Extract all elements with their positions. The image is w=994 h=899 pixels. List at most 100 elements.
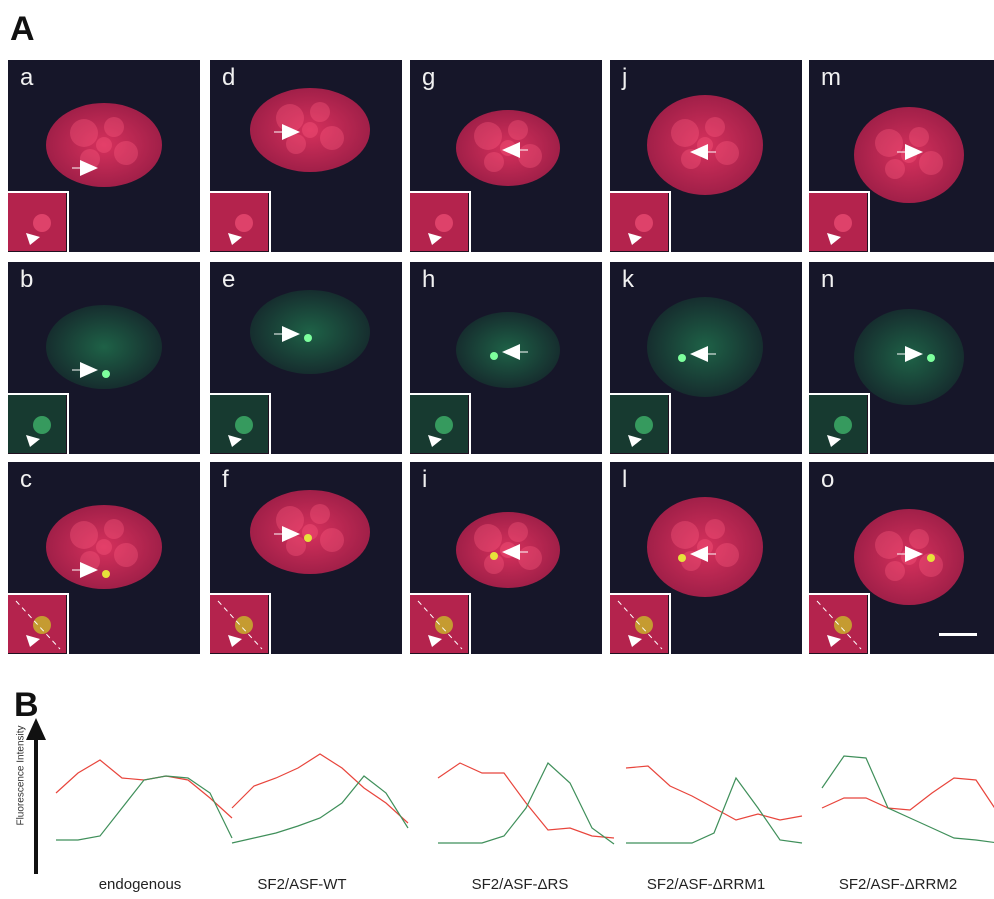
red-trace bbox=[55, 759, 233, 819]
micrograph-panel-h: h bbox=[410, 262, 602, 454]
panel-letter: i bbox=[422, 466, 428, 493]
micrograph-image bbox=[456, 312, 560, 388]
panel-letter: e bbox=[222, 266, 236, 293]
micrograph-panel-b: b bbox=[8, 262, 200, 454]
nucleus bbox=[250, 290, 370, 374]
panel-letter: a bbox=[20, 64, 34, 91]
pointer-arrow bbox=[80, 160, 98, 176]
pointer-arrow bbox=[690, 144, 708, 160]
nucleus bbox=[647, 497, 763, 597]
micrograph-image bbox=[854, 309, 964, 405]
panel-letter: k bbox=[622, 266, 634, 293]
green-trace bbox=[438, 762, 615, 845]
panel-letter: b bbox=[20, 266, 34, 293]
pointer-arrow bbox=[690, 546, 708, 562]
micrograph-panel-f: f bbox=[210, 462, 402, 654]
micrograph-image bbox=[46, 505, 162, 589]
micrograph-panel-m: m bbox=[809, 60, 994, 252]
micrograph-panel-j: j bbox=[610, 60, 802, 252]
micrograph-image bbox=[854, 509, 964, 605]
micrograph-image bbox=[456, 110, 560, 186]
nucleus bbox=[250, 88, 370, 172]
micrograph-panel-o: o bbox=[809, 462, 994, 654]
trace-caption: SF2/ASF-WT bbox=[257, 876, 347, 893]
micrograph-image bbox=[647, 297, 763, 397]
pointer-arrow bbox=[80, 562, 98, 578]
micrograph-panel-n: n bbox=[809, 262, 994, 454]
micrograph-image bbox=[46, 305, 162, 389]
panel-letter: g bbox=[422, 64, 436, 91]
panel-letter: f bbox=[222, 466, 229, 493]
nucleus bbox=[250, 490, 370, 574]
pointer-arrow bbox=[282, 124, 300, 140]
pointer-arrow bbox=[502, 142, 520, 158]
micrograph-image bbox=[647, 497, 763, 597]
panel-letter: c bbox=[20, 466, 32, 493]
micrograph-image bbox=[250, 290, 370, 374]
nucleus bbox=[46, 505, 162, 589]
micrograph-image bbox=[456, 512, 560, 588]
panel-letter: o bbox=[821, 466, 835, 493]
micrograph-grid: a d g j m b e h k n c f i l o bbox=[8, 60, 994, 656]
micrograph-image bbox=[647, 95, 763, 195]
panel-letter: d bbox=[222, 64, 236, 91]
micrograph-panel-g: g bbox=[410, 60, 602, 252]
micrograph-panel-e: e bbox=[210, 262, 402, 454]
red-trace bbox=[625, 765, 803, 821]
micrograph-panel-k: k bbox=[610, 262, 802, 454]
green-trace bbox=[821, 755, 994, 844]
scale-bar bbox=[939, 633, 977, 636]
micrograph-image bbox=[46, 103, 162, 187]
inset-zoom bbox=[410, 191, 471, 252]
panel-letter: n bbox=[821, 266, 835, 293]
inset-zoom bbox=[809, 191, 870, 252]
nucleus bbox=[647, 297, 763, 397]
green-trace bbox=[231, 775, 409, 844]
intensity-profiles bbox=[55, 753, 994, 845]
nucleus bbox=[647, 95, 763, 195]
green-trace bbox=[56, 775, 233, 841]
micrograph-image bbox=[250, 88, 370, 172]
micrograph-panel-c: c bbox=[8, 462, 200, 654]
inset-zoom bbox=[8, 593, 69, 654]
inset-zoom bbox=[210, 191, 271, 252]
pointer-arrow bbox=[80, 362, 98, 378]
nucleus bbox=[46, 103, 162, 187]
section-a-label: A bbox=[10, 10, 35, 48]
micrograph-panel-l: l bbox=[610, 462, 802, 654]
inset-zoom bbox=[410, 393, 471, 454]
inset-zoom bbox=[210, 393, 271, 454]
micrograph-panel-a: a bbox=[8, 60, 200, 252]
inset-zoom bbox=[809, 393, 870, 454]
pointer-arrow bbox=[502, 544, 520, 560]
panel-letter: j bbox=[622, 64, 628, 91]
panel-letter: m bbox=[821, 64, 841, 91]
inset-zoom bbox=[610, 191, 671, 252]
panel-letter: l bbox=[622, 466, 628, 493]
pointer-arrow bbox=[282, 526, 300, 542]
inset-zoom bbox=[8, 393, 69, 454]
inset-zoom bbox=[210, 593, 271, 654]
inset-zoom bbox=[809, 593, 870, 654]
red-trace bbox=[231, 753, 409, 824]
trace-caption: SF2/ASF-ΔRRM1 bbox=[646, 876, 766, 893]
red-trace bbox=[821, 777, 994, 811]
y-axis-arrow bbox=[26, 718, 46, 874]
micrograph-panel-i: i bbox=[410, 462, 602, 654]
trace-caption: SF2/ASF-ΔRRM2 bbox=[838, 876, 958, 893]
trace-caption: endogenous bbox=[98, 876, 182, 893]
micrograph-panel-d: d bbox=[210, 60, 402, 252]
pointer-arrow bbox=[905, 546, 923, 562]
panel-letter: h bbox=[422, 266, 436, 293]
inset-zoom bbox=[8, 191, 69, 252]
micrograph-image bbox=[854, 107, 964, 203]
inset-zoom bbox=[610, 393, 671, 454]
pointer-arrow bbox=[282, 326, 300, 342]
nucleus bbox=[46, 305, 162, 389]
micrograph-image bbox=[250, 490, 370, 574]
green-trace bbox=[626, 776, 803, 844]
section-b-label: B bbox=[14, 686, 39, 724]
red-trace bbox=[437, 762, 615, 839]
pointer-arrow bbox=[690, 346, 708, 362]
pointer-arrow bbox=[905, 144, 923, 160]
